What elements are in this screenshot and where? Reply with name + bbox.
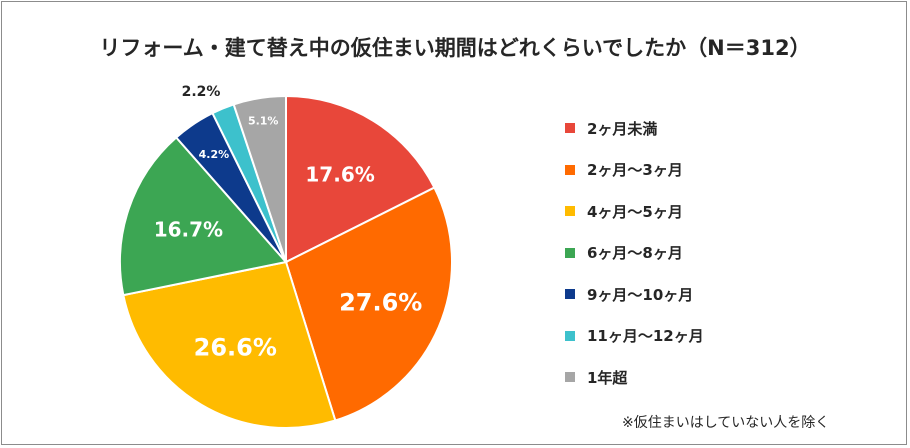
legend-label: 2ヶ月～3ヶ月: [587, 161, 683, 179]
legend-swatch: [565, 247, 575, 258]
pie-slice: [285, 94, 436, 264]
legend-label: 1年超: [587, 368, 628, 387]
footnote: ※仮住まいはしていない人を除く: [622, 415, 830, 431]
legend-swatch: [565, 372, 575, 382]
legend-item: 1年超: [565, 367, 627, 387]
slice-data-label: 27.6%: [339, 288, 422, 316]
legend-swatch: [565, 123, 575, 133]
legend-swatch: [565, 330, 575, 341]
legend-swatch: [565, 289, 575, 299]
legend-label: 9ヶ月～10ヶ月: [587, 285, 694, 304]
legend-item: 2ヶ月未満: [565, 118, 657, 138]
legend-item: 2ヶ月～3ヶ月: [565, 160, 683, 180]
legend-item: 11ヶ月～12ヶ月: [565, 326, 704, 346]
slice-data-label: 16.7%: [154, 217, 223, 241]
pie-slice: [122, 260, 337, 429]
legend-label: 6ヶ月～8ヶ月: [587, 244, 683, 262]
chart-title: リフォーム・建て替え中の仮住まい期間はどれくらいでしたか（N＝312）: [99, 36, 811, 60]
slice-data-label: 17.6%: [305, 162, 374, 186]
legend-swatch: [565, 206, 575, 216]
legend-swatch: [565, 164, 575, 175]
legend-label: 2ヶ月未満: [587, 119, 658, 138]
pie-slice: [119, 136, 288, 297]
legend-item: 6ヶ月～8ヶ月: [565, 243, 683, 263]
legend-label: 4ヶ月～5ヶ月: [587, 202, 683, 221]
pie-slice: [232, 94, 287, 263]
slice-data-label: 26.6%: [194, 334, 277, 362]
slice-data-label: 5.1%: [248, 115, 279, 128]
slice-data-label: 4.2%: [199, 148, 230, 161]
pie-slice: [284, 186, 453, 422]
legend-item: 4ヶ月～5ヶ月: [565, 201, 683, 221]
legend-label: 11ヶ月～12ヶ月: [587, 327, 704, 345]
legend-item: 9ヶ月～10ヶ月: [565, 284, 693, 304]
slice-data-label: 2.2%: [182, 84, 221, 100]
